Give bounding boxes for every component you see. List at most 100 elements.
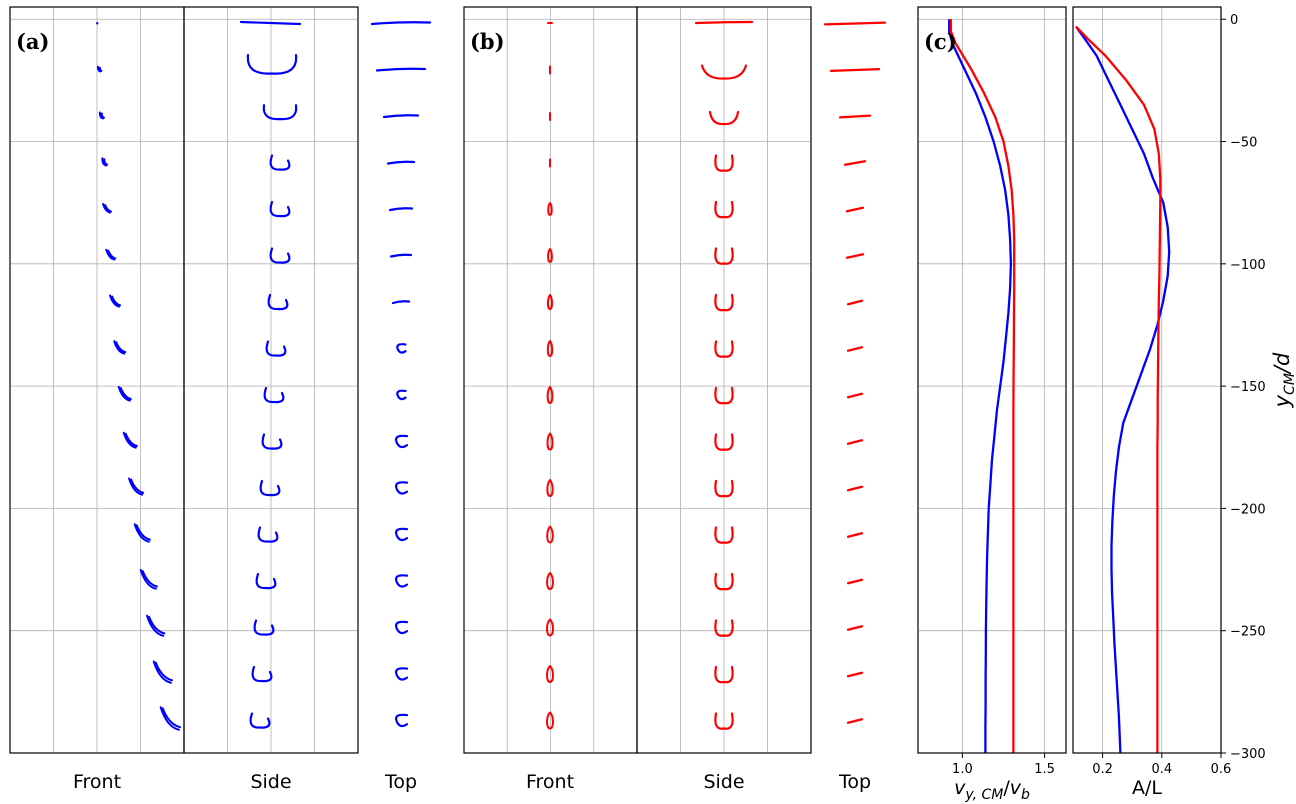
- panel-a-front-shapes: [96, 22, 181, 731]
- b-top-shape-8: [846, 392, 864, 399]
- b-side-shape-0: [694, 20, 754, 25]
- a-side-shape-2: [262, 104, 298, 121]
- xtick-label-2: 0.6: [1211, 762, 1232, 777]
- a-top-shape-15: [394, 713, 409, 728]
- a-front-shape-0: [96, 22, 99, 25]
- velocity-xlabel-base: v: [954, 777, 966, 799]
- a-side-shape-13: [253, 619, 275, 636]
- ylabel-rest: /d: [1270, 352, 1294, 375]
- b-front-shape-10: [546, 479, 554, 497]
- panel-a-side-label: Side: [250, 771, 291, 793]
- b-side-shape-7: [714, 340, 734, 358]
- a-front-shape-9: [122, 431, 138, 449]
- aspect-yticks: 0 −50 −100 −150 −200 −250 −300: [1221, 13, 1266, 762]
- aspect-frame: [1072, 6, 1222, 754]
- a-top-shape-6: [391, 300, 411, 305]
- panel-c-aspect-axes: 0.2 0.4 0.6 0 −50 −100 −150 −200 −250 −300: [1072, 6, 1266, 777]
- panel-b-side-frame: [636, 6, 812, 754]
- b-front-shape-9: [546, 432, 554, 451]
- b-top-shape-15: [846, 718, 864, 724]
- b-side-shape-6: [714, 293, 734, 312]
- a-top-shape-2: [382, 114, 420, 119]
- a-top-shape-1: [375, 67, 427, 72]
- velocity-xticks: 1.0 1.5: [952, 753, 1055, 777]
- velocity-xlabel-sub: y, CM: [964, 787, 1003, 803]
- panel-b-front-grid: [464, 7, 637, 753]
- a-side-shape-7: [265, 340, 287, 357]
- panel-a: (a) Front Side Top: [9, 6, 432, 793]
- aspect-xticks: 0.2 0.4 0.6: [1092, 753, 1231, 777]
- a-top-shape-11: [394, 527, 409, 542]
- a-front-shape-13: [146, 614, 166, 637]
- panel-c-tag: (c): [924, 29, 957, 54]
- ytick-label-2: −100: [1230, 258, 1266, 273]
- a-front-shape-8: [117, 386, 132, 402]
- b-top-shape-3: [843, 160, 867, 166]
- panel-b-front-label: Front: [526, 771, 574, 793]
- ytick-label-0: 0: [1230, 13, 1238, 28]
- b-top-shape-12: [846, 578, 864, 585]
- a-side-shape-10: [259, 479, 281, 497]
- ytick-label-5: −250: [1230, 625, 1266, 640]
- b-side-shape-10: [714, 479, 734, 498]
- series-red-line: [949, 19, 1016, 753]
- a-front-shape-5: [105, 248, 117, 261]
- a-side-shape-9: [261, 433, 283, 450]
- a-front-shape-14: [152, 660, 173, 684]
- a-front-shape-2: [98, 111, 105, 120]
- b-top-shape-2: [838, 114, 872, 119]
- panel-b-front-shapes: [546, 22, 554, 730]
- a-top-shape-10: [394, 481, 409, 495]
- ytick-label-1: −50: [1230, 136, 1257, 151]
- panel-a-top-shapes: [370, 21, 432, 728]
- ylabel: yCM/d: [1270, 352, 1296, 408]
- a-front-shape-6: [109, 294, 122, 308]
- ytick-label-3: −150: [1230, 380, 1266, 395]
- panel-a-tag: (a): [16, 29, 49, 54]
- a-front-shape-4: [102, 203, 112, 214]
- velocity-xlabel-slash: /: [1003, 777, 1010, 799]
- b-side-shape-15: [714, 712, 734, 730]
- a-top-shape-0: [370, 21, 432, 26]
- a-side-shape-3: [269, 154, 291, 171]
- a-side-shape-4: [269, 200, 291, 218]
- aspect-xlabel: A/L: [1132, 777, 1162, 799]
- panel-b: (b) Front Side Top: [463, 6, 887, 793]
- b-side-shape-3: [714, 154, 734, 172]
- a-top-shape-8: [396, 389, 407, 401]
- ylabel-sub: CM: [1282, 373, 1296, 395]
- b-side-shape-2: [708, 110, 740, 126]
- xtick-label-1: 0.4: [1151, 762, 1172, 777]
- a-front-shape-11: [133, 523, 151, 543]
- aspect-lines: [1075, 25, 1171, 754]
- b-top-shape-6: [846, 299, 864, 306]
- panel-c: 1.0 1.5 0.2 0.4 0.6 0 −50 −100 −150 −200 −250 −30…: [917, 6, 1296, 803]
- panel-b-side-grid: [637, 7, 811, 753]
- b-side-shape-4: [714, 200, 734, 219]
- b-top-shape-0: [823, 21, 887, 26]
- panel-c-velocity-axes: 1.0 1.5: [917, 6, 1067, 777]
- a-side-shape-5: [269, 247, 291, 264]
- b-front-shape-5: [547, 248, 553, 263]
- aspect-grid: [1073, 7, 1221, 753]
- panel-b-tag: (b): [470, 29, 505, 54]
- b-top-shape-14: [846, 671, 864, 678]
- b-top-shape-7: [846, 346, 864, 352]
- panel-b-top-shapes: [823, 21, 887, 724]
- a-top-shape-13: [394, 620, 409, 635]
- panel-b-top: [823, 21, 887, 724]
- ytick-label-6: −300: [1230, 747, 1266, 762]
- b-front-shape-6: [546, 294, 554, 310]
- velocity-xlabel: vy, CM/vb: [954, 777, 1030, 803]
- b-top-shape-5: [845, 253, 865, 259]
- a-top-shape-4: [388, 207, 414, 212]
- panel-a-front-label: Front: [73, 771, 121, 793]
- a-front-shape-7: [113, 340, 127, 355]
- b-top-shape-9: [846, 439, 864, 445]
- panel-a-front: [9, 6, 185, 754]
- series-red-line: [1075, 25, 1162, 753]
- a-front-shape-3: [101, 157, 109, 167]
- panel-a-side-grid: [184, 7, 358, 753]
- a-top-shape-7: [396, 343, 407, 354]
